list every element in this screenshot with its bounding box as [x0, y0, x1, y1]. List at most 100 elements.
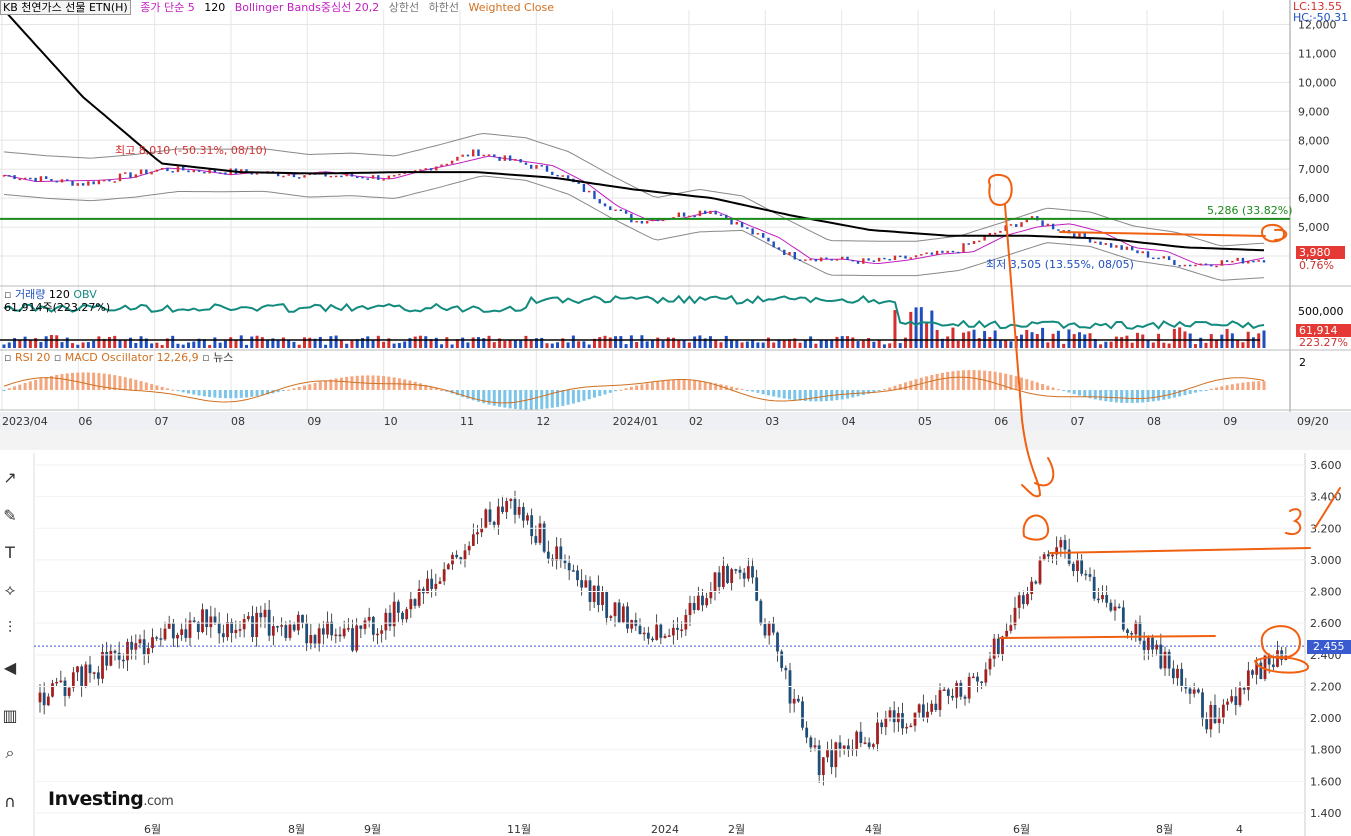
volume-bar [698, 335, 702, 348]
text-tool-icon[interactable]: T [5, 543, 15, 562]
macd-bar [935, 373, 939, 390]
volume-bar [824, 340, 828, 348]
volume-bar [840, 336, 844, 348]
price-candle [1051, 223, 1055, 230]
bottom-candle [559, 546, 563, 561]
macd-bar [1141, 390, 1145, 403]
price-candle [930, 252, 934, 255]
bottom-candle [859, 731, 863, 744]
macd-bar [165, 388, 169, 390]
bottom-candle [1271, 664, 1275, 667]
macd-bar [1093, 390, 1097, 400]
price-candle [50, 178, 53, 181]
volume-bar [218, 342, 222, 348]
macd-title: MACD Oscillator 12,26,9 [64, 351, 199, 364]
bottom-candle [209, 616, 213, 628]
candles-tool-icon[interactable]: ▥ [2, 706, 18, 725]
macd-bar [150, 383, 154, 390]
volume-bar [1141, 334, 1145, 348]
volume-bar [1014, 335, 1018, 348]
bottom-candle [1184, 685, 1188, 689]
volume-bar [988, 336, 992, 348]
bottom-candle [638, 625, 642, 634]
macd-bar [476, 390, 480, 402]
price-candle [371, 175, 375, 179]
macd-bar [144, 382, 148, 390]
bottom-candle [380, 630, 384, 634]
bottom-month-label: 8월 [1156, 823, 1173, 836]
price-candle [566, 175, 570, 179]
volume-bar [1151, 342, 1155, 348]
volume-bar [582, 341, 586, 348]
volume-bar [798, 342, 802, 348]
price-candle [1225, 260, 1229, 262]
price-candle [999, 230, 1002, 233]
bottom-candle [1234, 696, 1238, 706]
volume-bar [382, 341, 386, 348]
volume-period: 120 [48, 288, 70, 301]
price-candle [445, 163, 449, 166]
magnet-icon[interactable]: ∩ [4, 792, 16, 811]
bottom-candle [413, 599, 417, 606]
volume-bar [134, 342, 138, 348]
volume-bar [202, 339, 206, 348]
price-candle [1152, 257, 1155, 260]
macd-bar [1146, 390, 1150, 403]
bottom-candle [396, 601, 400, 613]
bottom-price-label: 2.200 [1310, 680, 1342, 693]
volume-bar [297, 344, 301, 348]
macd-bar [740, 389, 744, 391]
price-candle [1215, 265, 1218, 268]
price-candle [1204, 263, 1208, 266]
macd-bar [34, 379, 38, 390]
bottom-candle [617, 602, 621, 623]
volume-bar [619, 336, 623, 348]
price-candle [651, 218, 654, 222]
scroll-toolbar[interactable] [0, 430, 1351, 450]
volume-bar [118, 340, 122, 348]
volume-bar [476, 337, 480, 348]
macd-bar [867, 390, 871, 394]
price-candle [361, 176, 364, 179]
back-arrow-icon[interactable]: ◀ [3, 658, 17, 677]
price-candle [635, 220, 638, 223]
macd-bar [482, 390, 486, 404]
bottom-candle [46, 696, 50, 706]
lower-chart[interactable]: 3.6003.4003.2003.0002.8002.6002.4002.200… [0, 453, 1351, 836]
bottom-candle [1113, 606, 1117, 611]
pattern-tool-icon[interactable]: ⟡ [4, 580, 16, 599]
macd-bar [155, 385, 159, 390]
price-candle [1183, 264, 1187, 267]
macd-bar [229, 390, 233, 399]
volume-bar [1167, 343, 1171, 348]
fib-tool-icon[interactable]: ⫶ [7, 618, 12, 637]
crosshair-tool-icon[interactable]: ↗ [3, 468, 17, 487]
macd-bar [1257, 381, 1261, 390]
brush-tool-icon[interactable]: ✎ [3, 506, 17, 525]
macd-bar [719, 384, 723, 390]
price-candle [1257, 260, 1260, 262]
bottom-candle [763, 624, 767, 636]
bottom-candle [738, 569, 742, 573]
price-candle [793, 252, 796, 260]
volume-bar [318, 336, 322, 348]
bottom-candle [809, 737, 813, 748]
zoom-icon[interactable]: ⌕ [5, 743, 15, 762]
volume-bar [308, 337, 312, 348]
bottom-price-label: 1.400 [1310, 807, 1342, 820]
volume-bar [292, 341, 296, 348]
bottom-candle [601, 591, 604, 606]
bottom-candle [742, 572, 746, 579]
macd-bar [598, 390, 602, 397]
price-candle [213, 168, 217, 173]
macd-bar [629, 386, 633, 390]
upper-chart[interactable]: 12,000 11,000 10,000 9,000 8,000 7,000 6,000 5,… [0, 0, 1351, 453]
price-candle [851, 259, 854, 262]
bottom-candle [659, 624, 663, 638]
bottom-candle [84, 664, 88, 687]
date-tick-label: 10 [384, 415, 398, 428]
volume-bar [540, 337, 544, 348]
instrument-name[interactable]: KB 천연가스 선물 ETN(H) [0, 0, 131, 15]
macd-bar [582, 390, 586, 401]
bottom-candle [101, 652, 104, 679]
